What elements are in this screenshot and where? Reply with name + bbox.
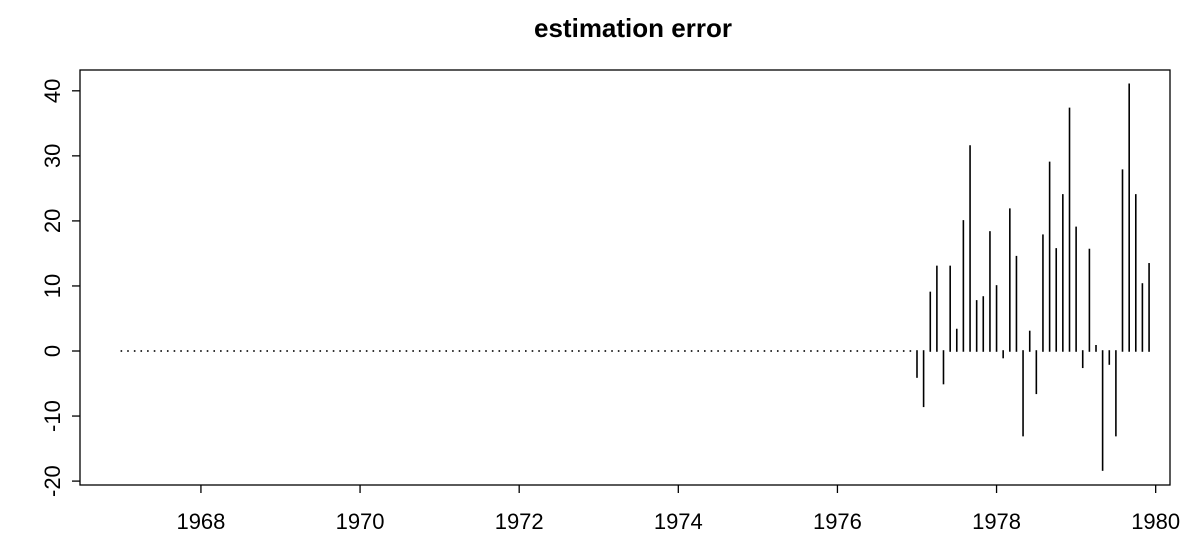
y-tick-label: 10 bbox=[40, 274, 65, 298]
x-tick-label: 1974 bbox=[654, 509, 703, 534]
plot-box bbox=[79, 69, 1171, 486]
y-tick-label: 30 bbox=[40, 144, 65, 168]
x-tick-label: 1978 bbox=[972, 509, 1021, 534]
chart-title: estimation error bbox=[534, 13, 732, 43]
x-tick-label: 1968 bbox=[176, 509, 225, 534]
y-tick-label: -10 bbox=[40, 400, 65, 432]
y-tick-label: -20 bbox=[40, 465, 65, 497]
x-tick-label: 1980 bbox=[1131, 509, 1180, 534]
x-tick-label: 1970 bbox=[336, 509, 385, 534]
x-tick-label: 1976 bbox=[813, 509, 862, 534]
y-tick-label: 0 bbox=[40, 345, 65, 357]
x-tick-label: 1972 bbox=[495, 509, 544, 534]
y-tick-label: 20 bbox=[40, 209, 65, 233]
y-tick-label: 40 bbox=[40, 79, 65, 103]
